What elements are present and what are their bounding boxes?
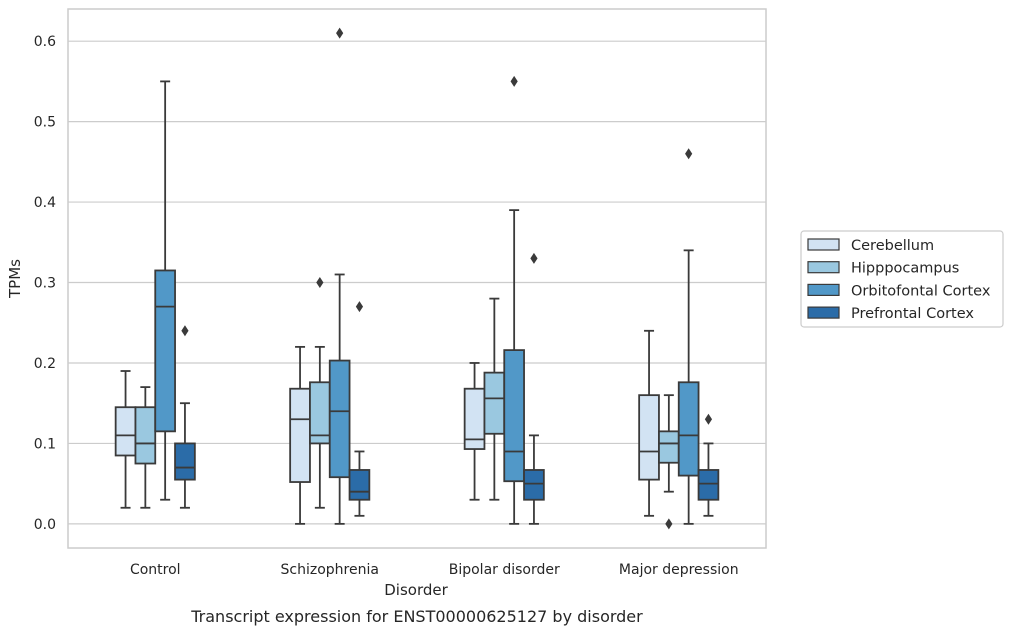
- box-iqr: [328, 359, 351, 479]
- legend-swatch: [807, 283, 840, 296]
- x-tick-label: Schizophrenia: [281, 562, 379, 578]
- outlier-point: [181, 325, 189, 337]
- box-plots: [114, 27, 720, 530]
- box-prefrontal-cortex-1: [348, 301, 371, 517]
- box-iqr: [134, 406, 157, 465]
- box-orbitofontal-cortex-0: [154, 80, 176, 501]
- legend-swatch: [807, 261, 840, 274]
- x-axis-label: Disorder: [384, 581, 448, 599]
- legend-item: Cerebellum: [807, 238, 934, 254]
- box-orbitofontal-cortex-3: [677, 148, 700, 525]
- box-iqr: [658, 430, 680, 464]
- legend-swatch: [807, 306, 840, 319]
- box-cerebellum-0: [114, 370, 137, 509]
- y-tick-label: 0.5: [34, 115, 56, 131]
- legend-item: Hipppocampus: [807, 261, 959, 277]
- y-tick-label: 0.0: [34, 517, 56, 533]
- legend-swatch: [807, 238, 840, 251]
- y-axis-label: TPMs: [6, 259, 24, 299]
- box-iqr: [154, 269, 176, 433]
- legend-frame: [800, 230, 1004, 328]
- legend-label: Cerebellum: [851, 238, 934, 254]
- legend-label: Orbitofontal Cortex: [851, 283, 991, 299]
- outlier-point: [665, 518, 673, 530]
- y-tick-label: 0.1: [34, 436, 56, 452]
- outlier-point: [704, 413, 713, 425]
- box-orbitofontal-cortex-2: [503, 75, 525, 525]
- box-prefrontal-cortex-0: [174, 325, 196, 509]
- box-iqr: [348, 469, 371, 501]
- outlier-point: [336, 27, 344, 39]
- y-tick-label: 0.6: [34, 34, 56, 50]
- box-iqr: [638, 394, 660, 481]
- y-tick-label: 0.2: [34, 356, 56, 372]
- box-hipppocampus-0: [134, 386, 157, 509]
- y-tick-label: 0.3: [34, 276, 56, 292]
- box-orbitofontal-cortex-1: [328, 27, 351, 525]
- box-iqr: [289, 387, 311, 483]
- legend-label: Prefrontal Cortex: [851, 306, 974, 322]
- outlier-point: [316, 277, 324, 289]
- box-iqr: [114, 406, 137, 457]
- legend-item: Prefrontal Cortex: [807, 306, 974, 322]
- legend: Cerebellum Hipppocampus Orbitofontal Corte…: [800, 230, 1004, 328]
- plot-frame: [67, 8, 767, 549]
- box-iqr: [309, 381, 331, 445]
- outlier-point: [530, 252, 538, 264]
- box-iqr: [697, 469, 720, 501]
- chart-caption: Transcript expression for ENST0000062512…: [190, 607, 643, 626]
- box-prefrontal-cortex-2: [523, 252, 545, 525]
- x-tick-label: Bipolar disorder: [449, 562, 560, 578]
- outlier-point: [355, 301, 364, 313]
- legend-item: Orbitofontal Cortex: [807, 283, 991, 299]
- box-iqr: [174, 442, 196, 481]
- box-hipppocampus-2: [483, 297, 506, 501]
- legend-label: Hipppocampus: [851, 261, 959, 277]
- box-iqr: [483, 371, 506, 435]
- x-tick-label: Major depression: [619, 562, 739, 578]
- x-tick-label: Control: [130, 562, 181, 578]
- outlier-point: [685, 148, 693, 160]
- y-tick-label: 0.4: [34, 195, 56, 211]
- y-axis-ticks: 0.0 0.1 0.2 0.3 0.4 0.5 0.6: [34, 34, 56, 533]
- box-iqr: [677, 381, 700, 477]
- box-iqr: [503, 349, 525, 483]
- box-iqr: [523, 469, 545, 501]
- x-axis-ticks: Control Schizophrenia Bipolar disorder Majo…: [130, 562, 739, 578]
- outlier-point: [510, 75, 518, 87]
- box-prefrontal-cortex-3: [697, 413, 720, 517]
